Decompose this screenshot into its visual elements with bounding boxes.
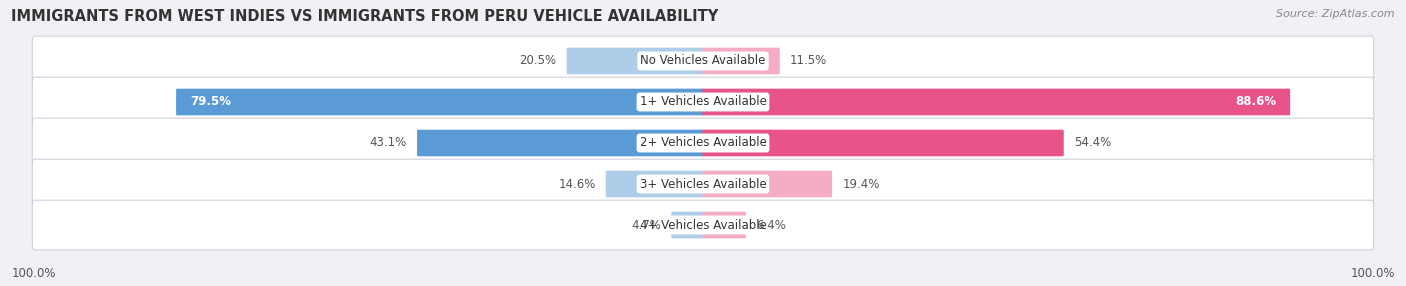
Text: 1+ Vehicles Available: 1+ Vehicles Available (640, 96, 766, 108)
Text: 100.0%: 100.0% (11, 267, 56, 280)
Text: No Vehicles Available: No Vehicles Available (640, 54, 766, 67)
FancyBboxPatch shape (32, 200, 1374, 250)
Text: 2+ Vehicles Available: 2+ Vehicles Available (640, 136, 766, 150)
Text: 20.5%: 20.5% (519, 54, 557, 67)
FancyBboxPatch shape (703, 89, 1291, 115)
Text: 11.5%: 11.5% (790, 54, 827, 67)
FancyBboxPatch shape (32, 36, 1374, 86)
FancyBboxPatch shape (703, 171, 832, 197)
Text: 43.1%: 43.1% (370, 136, 406, 150)
Text: Source: ZipAtlas.com: Source: ZipAtlas.com (1277, 9, 1395, 19)
Text: 3+ Vehicles Available: 3+ Vehicles Available (640, 178, 766, 190)
FancyBboxPatch shape (176, 89, 703, 115)
Text: 100.0%: 100.0% (1350, 267, 1395, 280)
FancyBboxPatch shape (567, 48, 703, 74)
FancyBboxPatch shape (418, 130, 703, 156)
Text: 4+ Vehicles Available: 4+ Vehicles Available (640, 219, 766, 232)
FancyBboxPatch shape (703, 212, 747, 238)
Legend: Immigrants from West Indies, Immigrants from Peru: Immigrants from West Indies, Immigrants … (519, 284, 887, 286)
Text: 88.6%: 88.6% (1234, 96, 1277, 108)
FancyBboxPatch shape (703, 48, 780, 74)
FancyBboxPatch shape (32, 118, 1374, 168)
FancyBboxPatch shape (32, 77, 1374, 127)
FancyBboxPatch shape (32, 159, 1374, 209)
Text: 19.4%: 19.4% (842, 178, 880, 190)
Text: IMMIGRANTS FROM WEST INDIES VS IMMIGRANTS FROM PERU VEHICLE AVAILABILITY: IMMIGRANTS FROM WEST INDIES VS IMMIGRANT… (11, 9, 718, 23)
Text: 4.7%: 4.7% (631, 219, 661, 232)
Text: 6.4%: 6.4% (756, 219, 786, 232)
Text: 54.4%: 54.4% (1074, 136, 1111, 150)
FancyBboxPatch shape (606, 171, 703, 197)
FancyBboxPatch shape (703, 130, 1064, 156)
FancyBboxPatch shape (671, 212, 703, 238)
Text: 14.6%: 14.6% (558, 178, 596, 190)
Text: 79.5%: 79.5% (190, 96, 231, 108)
